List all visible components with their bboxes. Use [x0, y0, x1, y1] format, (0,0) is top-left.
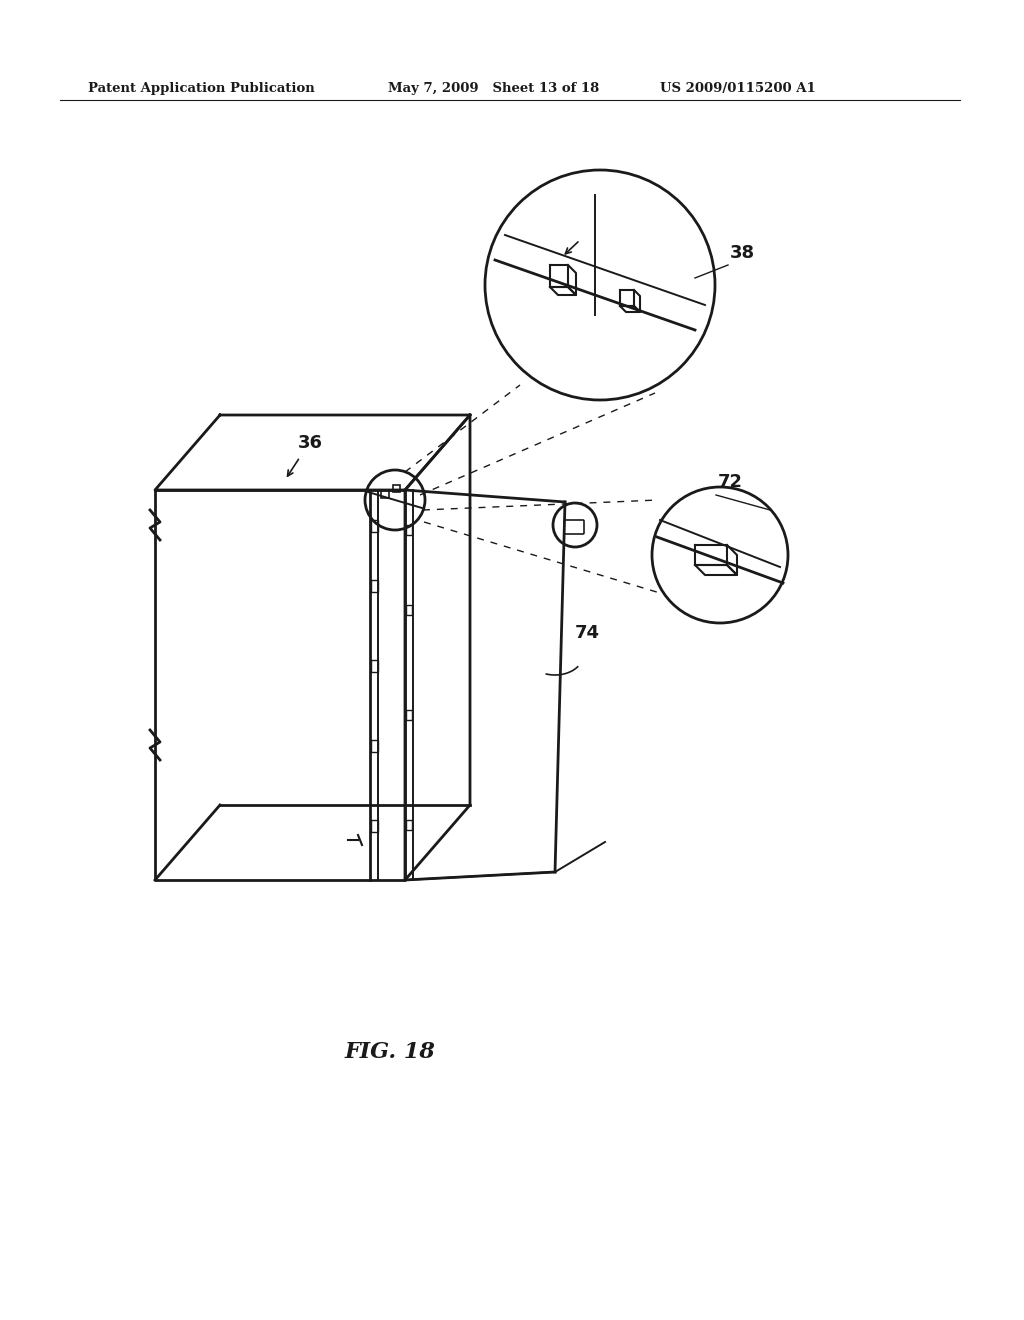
- Bar: [371, 660, 378, 672]
- Text: 38: 38: [730, 244, 755, 261]
- Bar: [406, 525, 412, 535]
- Text: 74: 74: [575, 624, 600, 642]
- Bar: [371, 520, 378, 532]
- Bar: [371, 579, 378, 591]
- Bar: [406, 605, 412, 615]
- Bar: [371, 741, 378, 752]
- FancyBboxPatch shape: [564, 520, 584, 535]
- Bar: [393, 484, 400, 492]
- Bar: [406, 710, 412, 719]
- Text: May 7, 2009   Sheet 13 of 18: May 7, 2009 Sheet 13 of 18: [388, 82, 599, 95]
- Text: FIG. 18: FIG. 18: [344, 1041, 435, 1063]
- Text: 72: 72: [718, 473, 743, 491]
- Text: 36: 36: [298, 434, 323, 451]
- Text: US 2009/0115200 A1: US 2009/0115200 A1: [660, 82, 816, 95]
- Bar: [371, 820, 378, 832]
- Text: Patent Application Publication: Patent Application Publication: [88, 82, 314, 95]
- Bar: [406, 820, 412, 830]
- Bar: [381, 490, 389, 498]
